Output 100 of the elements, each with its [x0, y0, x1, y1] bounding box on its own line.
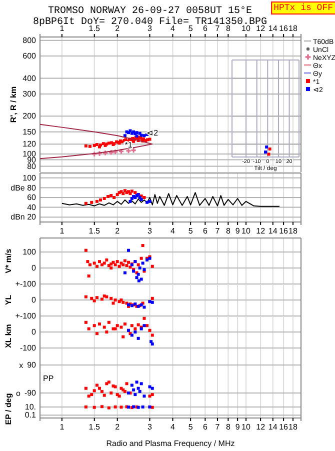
x-tick-label: 1 — [60, 24, 65, 33]
x-tick-label: 14 — [268, 422, 278, 432]
point — [116, 324, 119, 328]
y-axis-title: XL km — [4, 324, 13, 348]
point — [136, 386, 140, 390]
x-tick-label: 1 — [60, 226, 65, 236]
x-tick-label: 9 — [235, 422, 240, 432]
x-tick-label: 18 — [288, 422, 298, 432]
text: HPTx is OFF! — [274, 3, 335, 13]
y-tick-label: 0 — [32, 296, 37, 305]
x-tick-label: 2 — [115, 422, 120, 432]
y-tick-label: 90 — [27, 155, 37, 164]
x-tick-label: 1.5 — [88, 226, 100, 236]
x-tick-label: 12 — [256, 226, 266, 236]
x-tick-label: 8 — [226, 226, 231, 236]
y-tick-label: dBe 80 — [10, 183, 37, 192]
point — [110, 266, 113, 270]
point — [146, 324, 149, 328]
point — [107, 380, 110, 384]
point — [130, 324, 134, 328]
x-tick-label: 6 — [202, 226, 208, 236]
point — [141, 262, 144, 265]
point — [142, 316, 146, 320]
y-tick-label: 60 — [27, 193, 37, 202]
y-tick-label: 0 — [32, 264, 37, 273]
point — [136, 263, 140, 266]
text: o — [16, 389, 21, 398]
point — [135, 380, 138, 384]
point — [123, 322, 126, 326]
point — [120, 326, 123, 329]
x-tick-label: 18 — [288, 24, 298, 33]
point — [142, 306, 146, 309]
x-tick-label: 6 — [202, 24, 208, 33]
x-tick-label: 10 — [242, 422, 251, 432]
point — [110, 296, 113, 300]
x-tick-label: 3 — [148, 24, 153, 33]
point — [127, 260, 130, 264]
y-tick-label: +-100 — [15, 280, 37, 289]
point — [102, 394, 106, 397]
x-tick-label: 5 — [188, 226, 194, 236]
point — [125, 264, 128, 268]
y-tick-label: 10. — [24, 402, 36, 412]
y-tick-label: 300 — [22, 90, 37, 99]
point — [127, 248, 130, 252]
x-tick-label: 16 — [279, 24, 289, 33]
point — [135, 276, 138, 280]
x-tick-label: 1.5 — [88, 24, 100, 33]
annotation: *1 — [124, 140, 133, 150]
point — [118, 264, 121, 268]
y-tick-label: 120 — [22, 140, 37, 149]
point — [130, 384, 134, 387]
y-tick-label: -90 — [24, 388, 37, 398]
y-tick-label: 80 — [27, 162, 37, 171]
y-tick-label: 150 — [22, 127, 37, 136]
point — [116, 260, 119, 264]
point — [137, 279, 140, 282]
chart-title: TROMSO NORWAY 26-09-27 0058UT 15°E — [48, 6, 252, 17]
y-tick-label: 40 — [27, 202, 37, 212]
y-tick-label: -100 — [20, 344, 37, 353]
point — [110, 392, 113, 395]
point — [112, 302, 115, 305]
x-tick-label: 4 — [170, 24, 176, 33]
x-tick-label: 2 — [115, 226, 120, 236]
x-tick-label: 6 — [202, 422, 208, 432]
y-tick-label: 200 — [22, 112, 37, 121]
point — [122, 335, 125, 338]
x-tick-label: 8 — [226, 422, 231, 432]
y-tick-label: dBn 20 — [10, 212, 37, 222]
y-tick-label: 100 — [22, 173, 37, 182]
y-tick-label: 0.1 — [24, 410, 37, 420]
annotation: ⊲2 — [146, 128, 159, 138]
x-tick-label: 1.5 — [88, 422, 100, 432]
point — [138, 266, 142, 270]
x-tick-label: 10 — [242, 24, 251, 33]
point — [136, 336, 140, 340]
point — [267, 152, 270, 156]
point — [264, 150, 267, 154]
point — [114, 298, 117, 302]
x-tick-label: 9 — [235, 226, 240, 236]
y-tick-label: 90 — [27, 360, 37, 370]
x-tick-label: 8 — [226, 24, 231, 33]
x-axis-title: Radio and Plasma Frequency / MHz — [106, 439, 235, 448]
y-tick-label: 600 — [22, 52, 37, 61]
y-axis-title: YL — [4, 294, 13, 306]
y-axis-title: V* m/s — [4, 248, 13, 274]
x-tick-label: 5 — [188, 24, 194, 33]
x-tick-label: 4 — [170, 226, 176, 236]
x-tick-label: 18 — [288, 226, 298, 236]
y-tick-label: 800 — [22, 36, 37, 45]
point — [114, 263, 117, 266]
x-tick-label: 16 — [279, 422, 289, 432]
point — [140, 256, 143, 260]
point — [138, 390, 142, 393]
x-tick-label: 2 — [115, 24, 120, 33]
point — [141, 244, 144, 248]
point — [134, 330, 137, 334]
x-tick-label: 3 — [148, 422, 153, 432]
y-axis-title: EP / deg — [4, 393, 13, 425]
x-tick-label: 1 — [60, 422, 65, 432]
point — [132, 388, 136, 392]
